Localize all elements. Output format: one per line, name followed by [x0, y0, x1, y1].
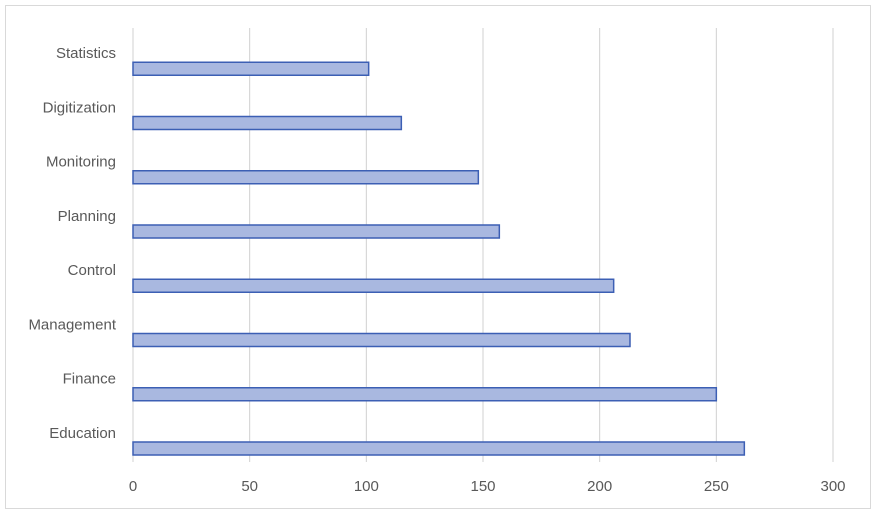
y-tick-label: Finance	[63, 371, 116, 388]
bar	[132, 332, 631, 348]
y-tick-label: Control	[68, 262, 116, 279]
bar	[132, 441, 746, 456]
bar	[132, 278, 615, 293]
y-tick-label: Education	[49, 425, 116, 442]
y-tick-label: Statistics	[56, 45, 116, 62]
y-tick-label: Management	[28, 316, 116, 333]
chart-border	[5, 5, 871, 509]
x-tick-label: 0	[129, 478, 137, 495]
y-tick-label: Monitoring	[46, 154, 116, 171]
x-tick-label: 150	[470, 478, 495, 495]
bar	[132, 387, 718, 402]
y-tick-label: Digitization	[43, 99, 116, 116]
bar	[132, 61, 370, 76]
x-tick-label: 300	[820, 478, 845, 495]
bar	[132, 115, 403, 131]
bar	[132, 224, 501, 239]
x-tick-label: 50	[241, 478, 258, 495]
x-tick-label: 250	[704, 478, 729, 495]
x-tick-label: 100	[354, 478, 379, 495]
bar	[132, 170, 480, 185]
y-tick-label: Planning	[58, 208, 116, 225]
x-tick-label: 200	[587, 478, 612, 495]
